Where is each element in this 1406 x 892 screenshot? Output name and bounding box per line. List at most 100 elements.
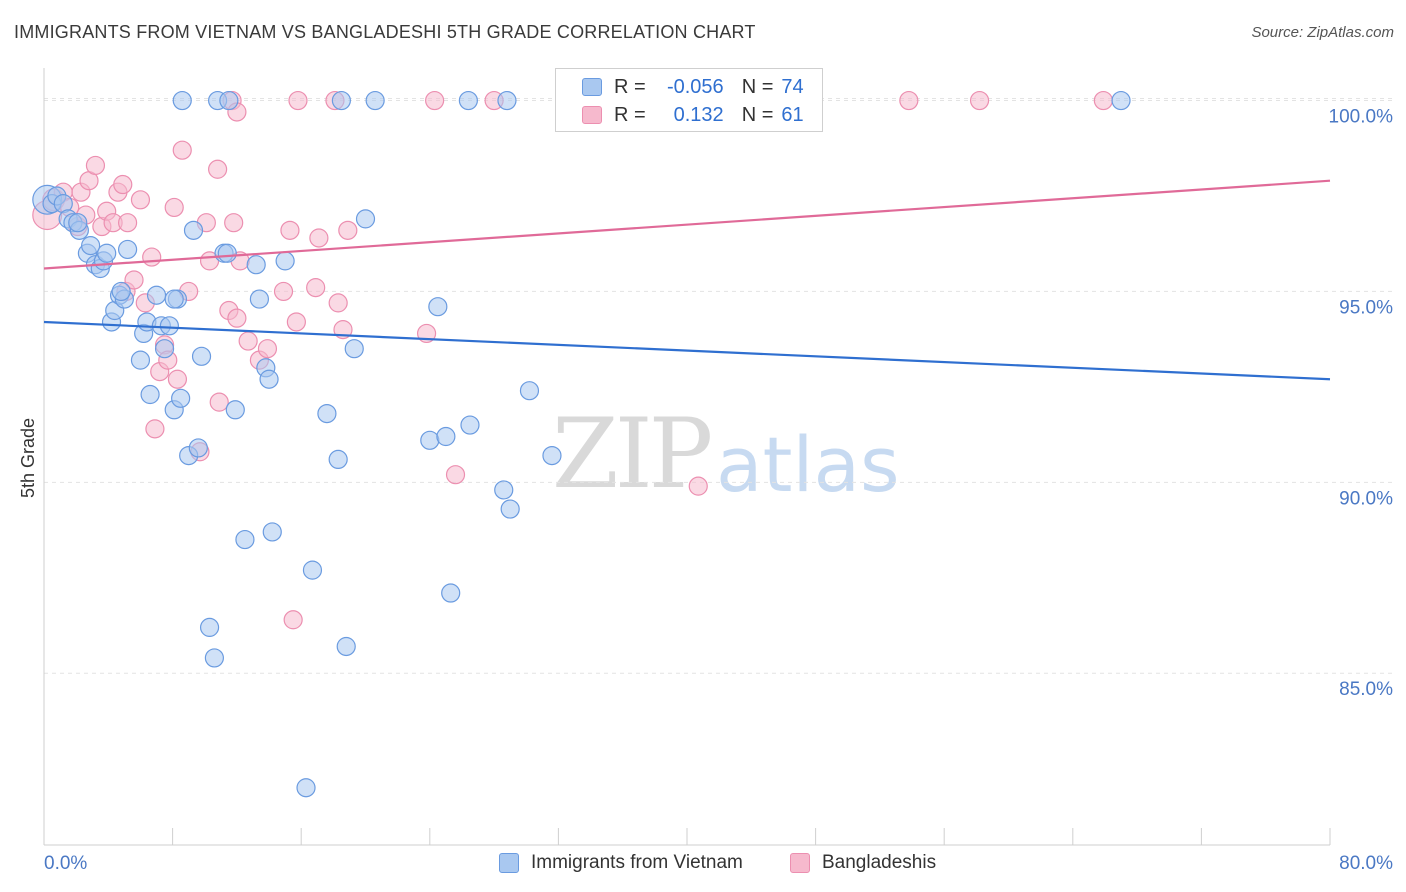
series-vietnam-points (32, 90, 1131, 798)
point-bangladeshis (142, 247, 162, 267)
trendline-bangladeshis (43, 179, 1331, 270)
point-bangladeshis (425, 90, 445, 111)
point-vietnam (500, 499, 520, 519)
point-bangladeshis (238, 331, 258, 351)
point-vietnam (519, 381, 540, 401)
chart-title: IMMIGRANTS FROM VIETNAM VS BANGLADESHI 5… (14, 22, 756, 42)
point-bangladeshis (117, 213, 138, 233)
y-tick-label: 90.0% (1339, 488, 1393, 509)
legend-n-label: N = (741, 103, 774, 126)
point-bangladeshis (280, 220, 300, 240)
point-vietnam (317, 403, 337, 424)
point-vietnam (428, 297, 448, 317)
point-vietnam (154, 339, 175, 359)
point-vietnam (262, 522, 282, 542)
point-bangladeshis (899, 90, 919, 111)
point-bangladeshis (273, 281, 294, 302)
point-bangladeshis (286, 312, 306, 332)
point-vietnam (225, 400, 245, 420)
point-vietnam (365, 90, 385, 111)
axes (43, 68, 1331, 846)
point-bangladeshis (283, 610, 303, 630)
point-bangladeshis (145, 419, 165, 439)
point-bangladeshis (113, 174, 133, 195)
point-vietnam (302, 560, 323, 580)
point-bangladeshis (167, 369, 188, 389)
legend-row-vietnam: R = -0.056 N = 74 (556, 73, 804, 101)
point-vietnam (494, 480, 514, 500)
point-bangladeshis (257, 339, 278, 359)
tick-labels: 85.0% 90.0% 95.0% 100.0% 0.0% 80.0% 5th Grade (18, 107, 1393, 874)
legend-label-bangladeshis: Bangladeshis (822, 852, 937, 873)
point-bangladeshis (306, 278, 326, 298)
point-vietnam (188, 438, 208, 458)
legend-swatch-vietnam (499, 853, 519, 873)
point-vietnam (1111, 90, 1131, 111)
trendline-vietnam (43, 320, 1331, 381)
legend-n-label: N = (741, 75, 774, 98)
point-vietnam (296, 778, 316, 798)
point-vietnam (117, 239, 138, 260)
x-tick-label-max: 80.0% (1339, 853, 1393, 874)
legend-r-value: 0.132 (673, 103, 724, 126)
legend-row-bangladeshis: R = 0.132 N = 61 (556, 101, 804, 129)
point-bangladeshis (288, 90, 308, 111)
point-vietnam (164, 289, 184, 309)
point-vietnam (460, 415, 480, 435)
trend-lines (43, 179, 1331, 381)
point-vietnam (130, 350, 151, 370)
point-vietnam (336, 636, 356, 657)
point-bangladeshis (208, 159, 228, 179)
point-vietnam (111, 281, 131, 302)
legend-swatch-vietnam (582, 78, 602, 96)
point-vietnam (159, 316, 179, 336)
point-vietnam (328, 449, 348, 470)
point-vietnam (249, 289, 270, 309)
legend-r-label: R = (614, 75, 646, 98)
y-tick-label: 95.0% (1339, 297, 1393, 318)
point-vietnam (235, 529, 255, 550)
point-vietnam (81, 236, 101, 256)
point-vietnam (140, 384, 160, 405)
point-vietnam (68, 213, 88, 233)
point-vietnam (436, 426, 456, 447)
point-vietnam (275, 251, 295, 271)
watermark-atlas: atlas (716, 420, 900, 509)
point-vietnam (171, 388, 191, 408)
legend-swatch-bangladeshis (582, 106, 602, 124)
source-label: Source: ZipAtlas.com (1251, 24, 1394, 41)
y-tick-label: 85.0% (1339, 679, 1393, 700)
legend-label-vietnam: Immigrants from Vietnam (531, 852, 743, 873)
point-vietnam (219, 90, 239, 111)
y-axis-title: 5th Grade (18, 418, 38, 498)
series-legend: Immigrants from Vietnam Bangladeshis (0, 852, 1406, 878)
legend-item-bangladeshis[interactable]: Bangladeshis (790, 852, 936, 874)
y-tick-label: 100.0% (1329, 107, 1394, 128)
point-bangladeshis (969, 90, 990, 111)
point-vietnam (344, 339, 364, 359)
point-vietnam (246, 255, 266, 275)
grid-lines (44, 98, 1392, 674)
point-vietnam (204, 648, 224, 668)
point-bangladeshis (124, 270, 144, 290)
point-vietnam (441, 583, 461, 603)
point-bangladeshis (85, 155, 106, 176)
point-bangladeshis (445, 465, 466, 485)
point-bangladeshis (164, 197, 184, 218)
point-vietnam (355, 209, 376, 229)
point-bangladeshis (309, 228, 329, 248)
point-bangladeshis (130, 190, 151, 210)
legend-r-label: R = (614, 103, 646, 126)
point-bangladeshis (172, 140, 192, 160)
legend-item-vietnam[interactable]: Immigrants from Vietnam (499, 852, 743, 874)
point-vietnam (542, 445, 562, 466)
point-vietnam (259, 369, 279, 389)
point-vietnam (199, 617, 220, 637)
point-vietnam (172, 90, 192, 111)
point-vietnam (458, 90, 478, 111)
point-vietnam (191, 346, 212, 366)
point-bangladeshis (224, 213, 244, 233)
x-tick-label-min: 0.0% (44, 853, 87, 874)
point-vietnam (497, 90, 517, 111)
point-bangladeshis (227, 308, 247, 328)
